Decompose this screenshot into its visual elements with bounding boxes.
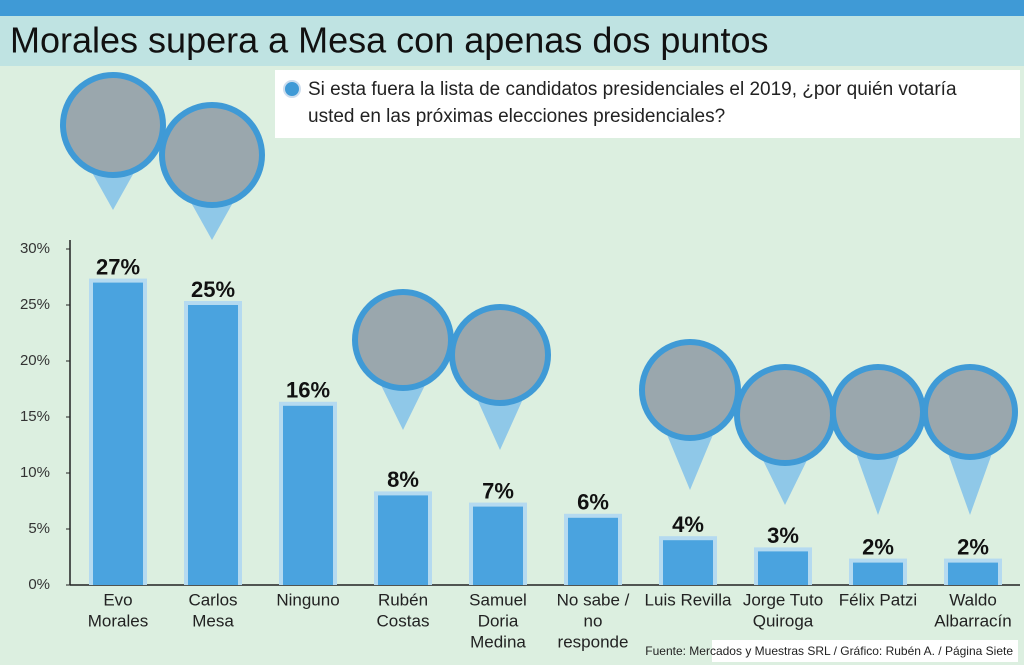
y-tick-label: 25% (20, 296, 50, 313)
source: Fuente: Mercados y Muestras SRL / Gráfic… (645, 644, 1013, 658)
value-label: 27% (96, 254, 140, 279)
question: Si esta fuera la lista de candidatos pre… (308, 79, 957, 127)
photo (60, 72, 166, 178)
photo (734, 364, 836, 466)
x-tick-label: no (584, 611, 603, 630)
value-label: 8% (387, 467, 419, 492)
x-tick-label: Luis Revilla (645, 590, 732, 609)
y-tick-label: 30% (20, 240, 50, 257)
value-label: 6% (577, 490, 609, 515)
x-tick-label: Samuel (469, 590, 527, 609)
photo (449, 304, 551, 406)
x-tick-label: Medina (470, 632, 526, 651)
bar (473, 506, 523, 585)
photo (922, 364, 1018, 460)
question-box (275, 70, 1020, 138)
photos (60, 72, 1018, 515)
x-tick-label: Quiroga (753, 611, 814, 630)
x-tick-label: Evo (103, 590, 132, 609)
x-tick-label: responde (558, 632, 629, 651)
source-box (712, 640, 1018, 662)
x-tick-label: Félix Patzi (839, 590, 917, 609)
y-tick-label: 5% (28, 520, 50, 537)
value-label: 16% (286, 378, 330, 403)
value-label: 7% (482, 478, 514, 503)
value-label: 2% (957, 534, 989, 559)
photo (830, 364, 926, 460)
y-tick-label: 15% (20, 408, 50, 425)
pointer (945, 445, 995, 515)
title-band (0, 16, 1024, 66)
x-tick-label: Mesa (192, 611, 234, 630)
y-tick-label: 20% (20, 352, 50, 369)
value-label: 3% (767, 523, 799, 548)
bar (663, 540, 713, 585)
bar (948, 562, 998, 585)
photo (352, 289, 454, 391)
x-tick-label: Doria (478, 611, 519, 630)
photo (639, 339, 741, 441)
bar (568, 517, 618, 585)
value-label: 2% (862, 534, 894, 559)
y-tick-label: 10% (20, 464, 50, 481)
pointer (853, 445, 903, 515)
x-tick-label: No sabe / (557, 590, 630, 609)
pointer (663, 425, 717, 490)
top-strip (0, 0, 1024, 16)
value-label: 4% (672, 512, 704, 537)
bar (758, 551, 808, 585)
x-tick-label: Morales (88, 611, 148, 630)
bar (283, 405, 333, 585)
pointer (473, 390, 527, 450)
bar (378, 495, 428, 585)
value-label: 25% (191, 277, 235, 302)
x-tick-label: Carlos (188, 590, 237, 609)
photo (159, 102, 265, 208)
chart-title: Morales supera a Mesa con apenas dos pun… (10, 20, 768, 61)
bar (853, 562, 903, 585)
x-tick-label: Jorge Tuto (743, 590, 823, 609)
bullet (283, 80, 301, 98)
bar (93, 282, 143, 585)
subtitle: Si esta fuera la lista de candidatos pre… (308, 79, 957, 127)
x-tick-label: Albarracín (934, 611, 1011, 630)
x-tick-label: Waldo (949, 590, 997, 609)
bar (188, 305, 238, 585)
x-tick-label: Ninguno (276, 590, 339, 609)
x-tick-label: Rubén (378, 590, 428, 609)
x-tick-label: Costas (377, 611, 430, 630)
y-tick-label: 0% (28, 576, 50, 593)
